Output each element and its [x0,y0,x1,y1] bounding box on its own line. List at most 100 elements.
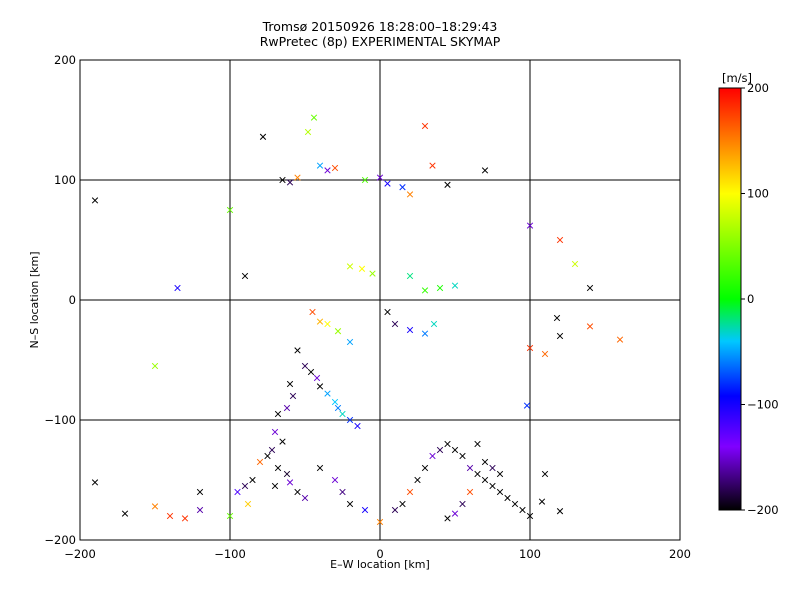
data-point [91,197,99,204]
data-point [334,328,342,335]
data-point [481,458,489,466]
data-point [226,206,234,214]
data-point [571,260,579,268]
data-point [234,488,241,496]
data-point [414,476,421,484]
data-point [391,506,399,514]
chart-title: Tromsø 20150926 18:28:00–18:29:43 [262,19,498,34]
data-point [616,336,624,343]
data-point [384,308,391,316]
data-point [307,368,315,376]
y-tick-label: −100 [44,413,76,427]
data-point [324,167,331,174]
data-point [511,500,519,508]
data-point [346,263,354,270]
data-point [226,512,234,520]
data-point [268,446,276,454]
data-point [429,162,436,169]
data-point [436,446,444,454]
data-point [526,222,534,229]
data-point [241,482,249,490]
data-point [283,470,291,478]
data-point [361,176,369,184]
data-point [481,476,489,484]
data-point [166,512,174,520]
data-point [459,452,466,460]
y-tick-label: −200 [44,533,76,547]
data-point [264,452,271,460]
data-point [274,464,282,472]
data-point [316,383,324,390]
data-point [316,318,324,325]
data-point [331,164,339,172]
data-point [553,314,561,322]
data-point [309,308,316,316]
data-point [361,506,369,514]
data-point [586,284,594,292]
x-tick-label: −200 [64,547,96,561]
data-point [256,458,264,466]
x-axis-label: E–W location [km] [330,558,430,571]
data-point [541,470,549,478]
data-point [358,265,366,272]
data-point [279,176,286,184]
colorbar-ticks: 200 100 0 −100 −200 [741,81,779,517]
data-point [181,515,189,522]
data-point [376,518,384,526]
data-point [399,500,406,508]
data-point [399,184,406,191]
data-point [286,479,294,486]
data-point [310,114,318,121]
data-point [496,470,504,478]
data-point [91,479,99,486]
data-point [346,500,354,508]
grid-lines [80,60,680,540]
data-point [556,508,564,515]
data-point [556,332,564,340]
x-tick-label: 0 [376,547,383,561]
data-point [523,402,531,409]
data-point [429,452,436,460]
data-point [174,284,181,292]
data-point [541,350,549,358]
data-point [339,488,346,496]
data-point [286,380,294,388]
data-point [444,181,451,188]
y-tick-label: 0 [69,293,76,307]
data-point [504,494,511,502]
data-point [406,488,414,496]
data-point [279,438,286,445]
x-tick-label: 100 [519,547,541,561]
chart-subtitle: RwPretec (8p) EXPERIMENTAL SKYMAP [260,34,501,49]
colorbar [718,87,742,511]
data-point [369,270,376,277]
data-point [271,428,279,436]
data-point [151,362,159,370]
data-point [241,272,249,280]
data-point [346,416,354,424]
data-point [474,440,481,448]
data-point [489,482,496,490]
data-point [274,410,282,418]
data-point [294,347,301,354]
data-point [489,464,496,472]
data-point [421,122,429,130]
y-tick-label: 200 [54,53,76,67]
data-point [466,488,474,496]
y-axis-label: N–S location [km] [28,251,41,348]
data-point [334,404,342,412]
data-point [451,282,459,289]
data-point [151,503,159,510]
data-point [294,174,301,181]
data-point [376,174,384,181]
x-tick-label: 200 [669,547,691,561]
data-point [474,470,481,478]
data-point [271,482,279,490]
data-point [301,362,309,370]
data-point [496,488,504,496]
data-point [556,236,564,244]
data-point [421,464,429,472]
data-point [406,326,414,334]
data-point [316,162,324,169]
